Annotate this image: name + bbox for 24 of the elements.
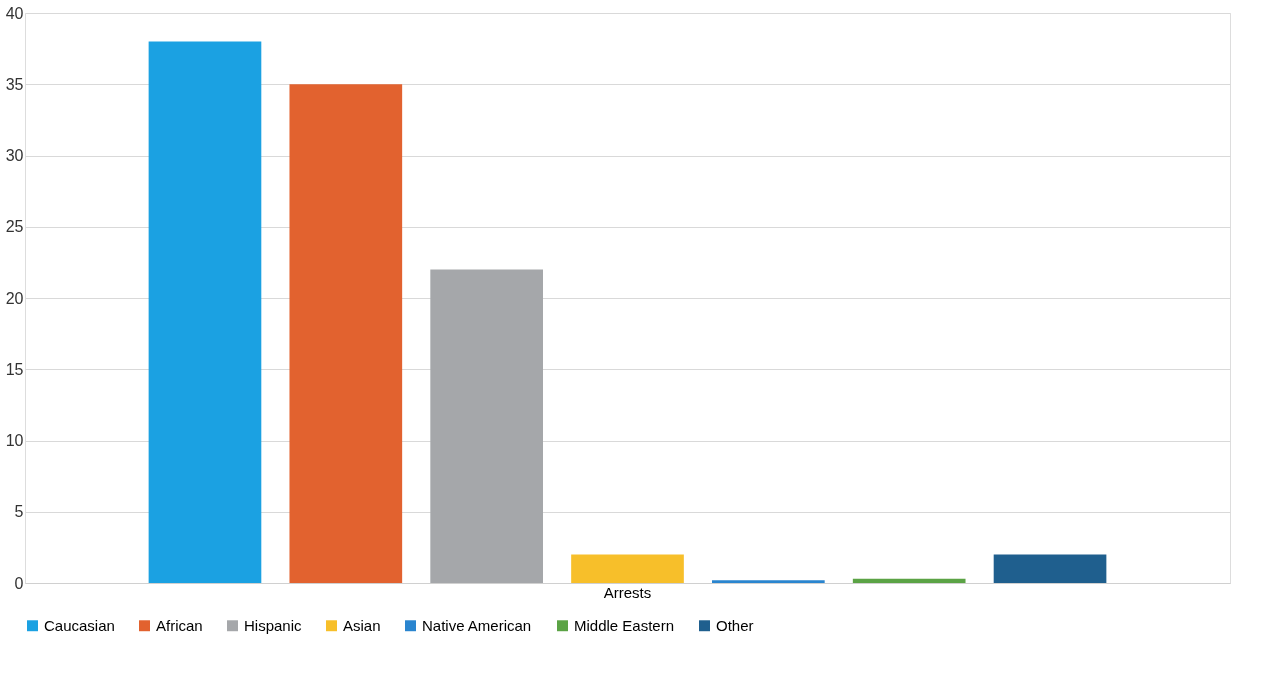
legend-label: African (156, 616, 203, 634)
bar (289, 84, 403, 583)
y-tick-label: 40 (5, 4, 24, 22)
legend-label: Asian (343, 616, 381, 634)
legend-label: Native American (422, 616, 532, 634)
x-tick-label: Arrests (603, 583, 652, 601)
bar (571, 554, 684, 583)
bar (993, 554, 1107, 583)
legend-label: Hispanic (244, 616, 303, 634)
y-tick-label: 5 (14, 503, 24, 521)
bar (148, 41, 262, 583)
bar (712, 580, 825, 583)
y-tick-label: 35 (5, 75, 24, 93)
legend-label: Other (716, 616, 754, 634)
y-tick-label: 0 (14, 574, 24, 592)
y-tick-label: 15 (5, 360, 24, 378)
legend-label: Middle Eastern (574, 616, 675, 634)
bar (852, 578, 966, 583)
legend-label: Caucasian (44, 616, 115, 634)
y-tick-label: 30 (5, 147, 24, 164)
y-tick-label: 25 (5, 218, 24, 236)
bar (430, 269, 543, 583)
y-tick-label: 10 (5, 432, 24, 449)
y-tick-label: 20 (5, 289, 24, 307)
